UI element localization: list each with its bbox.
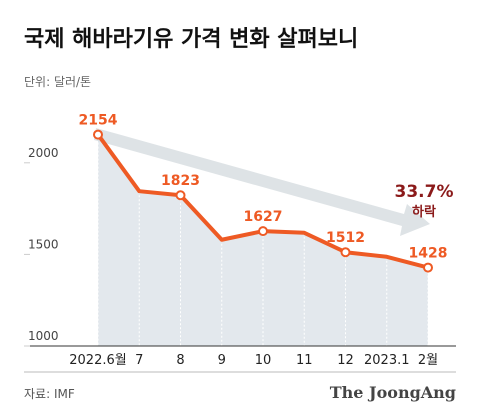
x-tick-label: 2월	[418, 353, 438, 368]
marker	[93, 129, 103, 140]
x-tick-label: 7	[135, 353, 143, 368]
x-tick-label: 12	[337, 353, 354, 368]
x-tick-label: 9	[218, 353, 226, 368]
brand: The JoongAng	[330, 383, 456, 402]
y-tick-label: 2000	[28, 146, 59, 160]
marker	[340, 247, 351, 258]
arrow-shape	[94, 128, 430, 236]
x-tick-label: 8	[176, 353, 184, 368]
x-tick-label: 2022.6월	[69, 353, 126, 368]
marker	[175, 190, 186, 201]
chart-title: 국제 해바라기유 가격 변화 살펴보니	[24, 27, 358, 52]
y-tick-label: 1500	[28, 237, 59, 251]
value-label: 1512	[326, 230, 365, 246]
trend-arrow	[94, 128, 430, 236]
x-tick-label: 2023.1	[364, 353, 410, 368]
source: 자료: IMF	[24, 387, 75, 401]
annotation-value: 33.7%	[395, 182, 454, 202]
value-label: 1627	[244, 209, 283, 225]
marker	[258, 226, 268, 237]
value-label: 1428	[409, 246, 448, 262]
x-tick-label: 10	[255, 353, 272, 368]
x-tick-label: 11	[296, 353, 313, 368]
annotation-text: 하락	[412, 204, 436, 220]
y-tick-label: 1000	[28, 329, 59, 343]
subtitle: 단위: 달러/톤	[24, 75, 91, 89]
marker	[423, 262, 433, 273]
value-label: 1823	[161, 173, 200, 189]
value-label: 2154	[79, 113, 118, 129]
